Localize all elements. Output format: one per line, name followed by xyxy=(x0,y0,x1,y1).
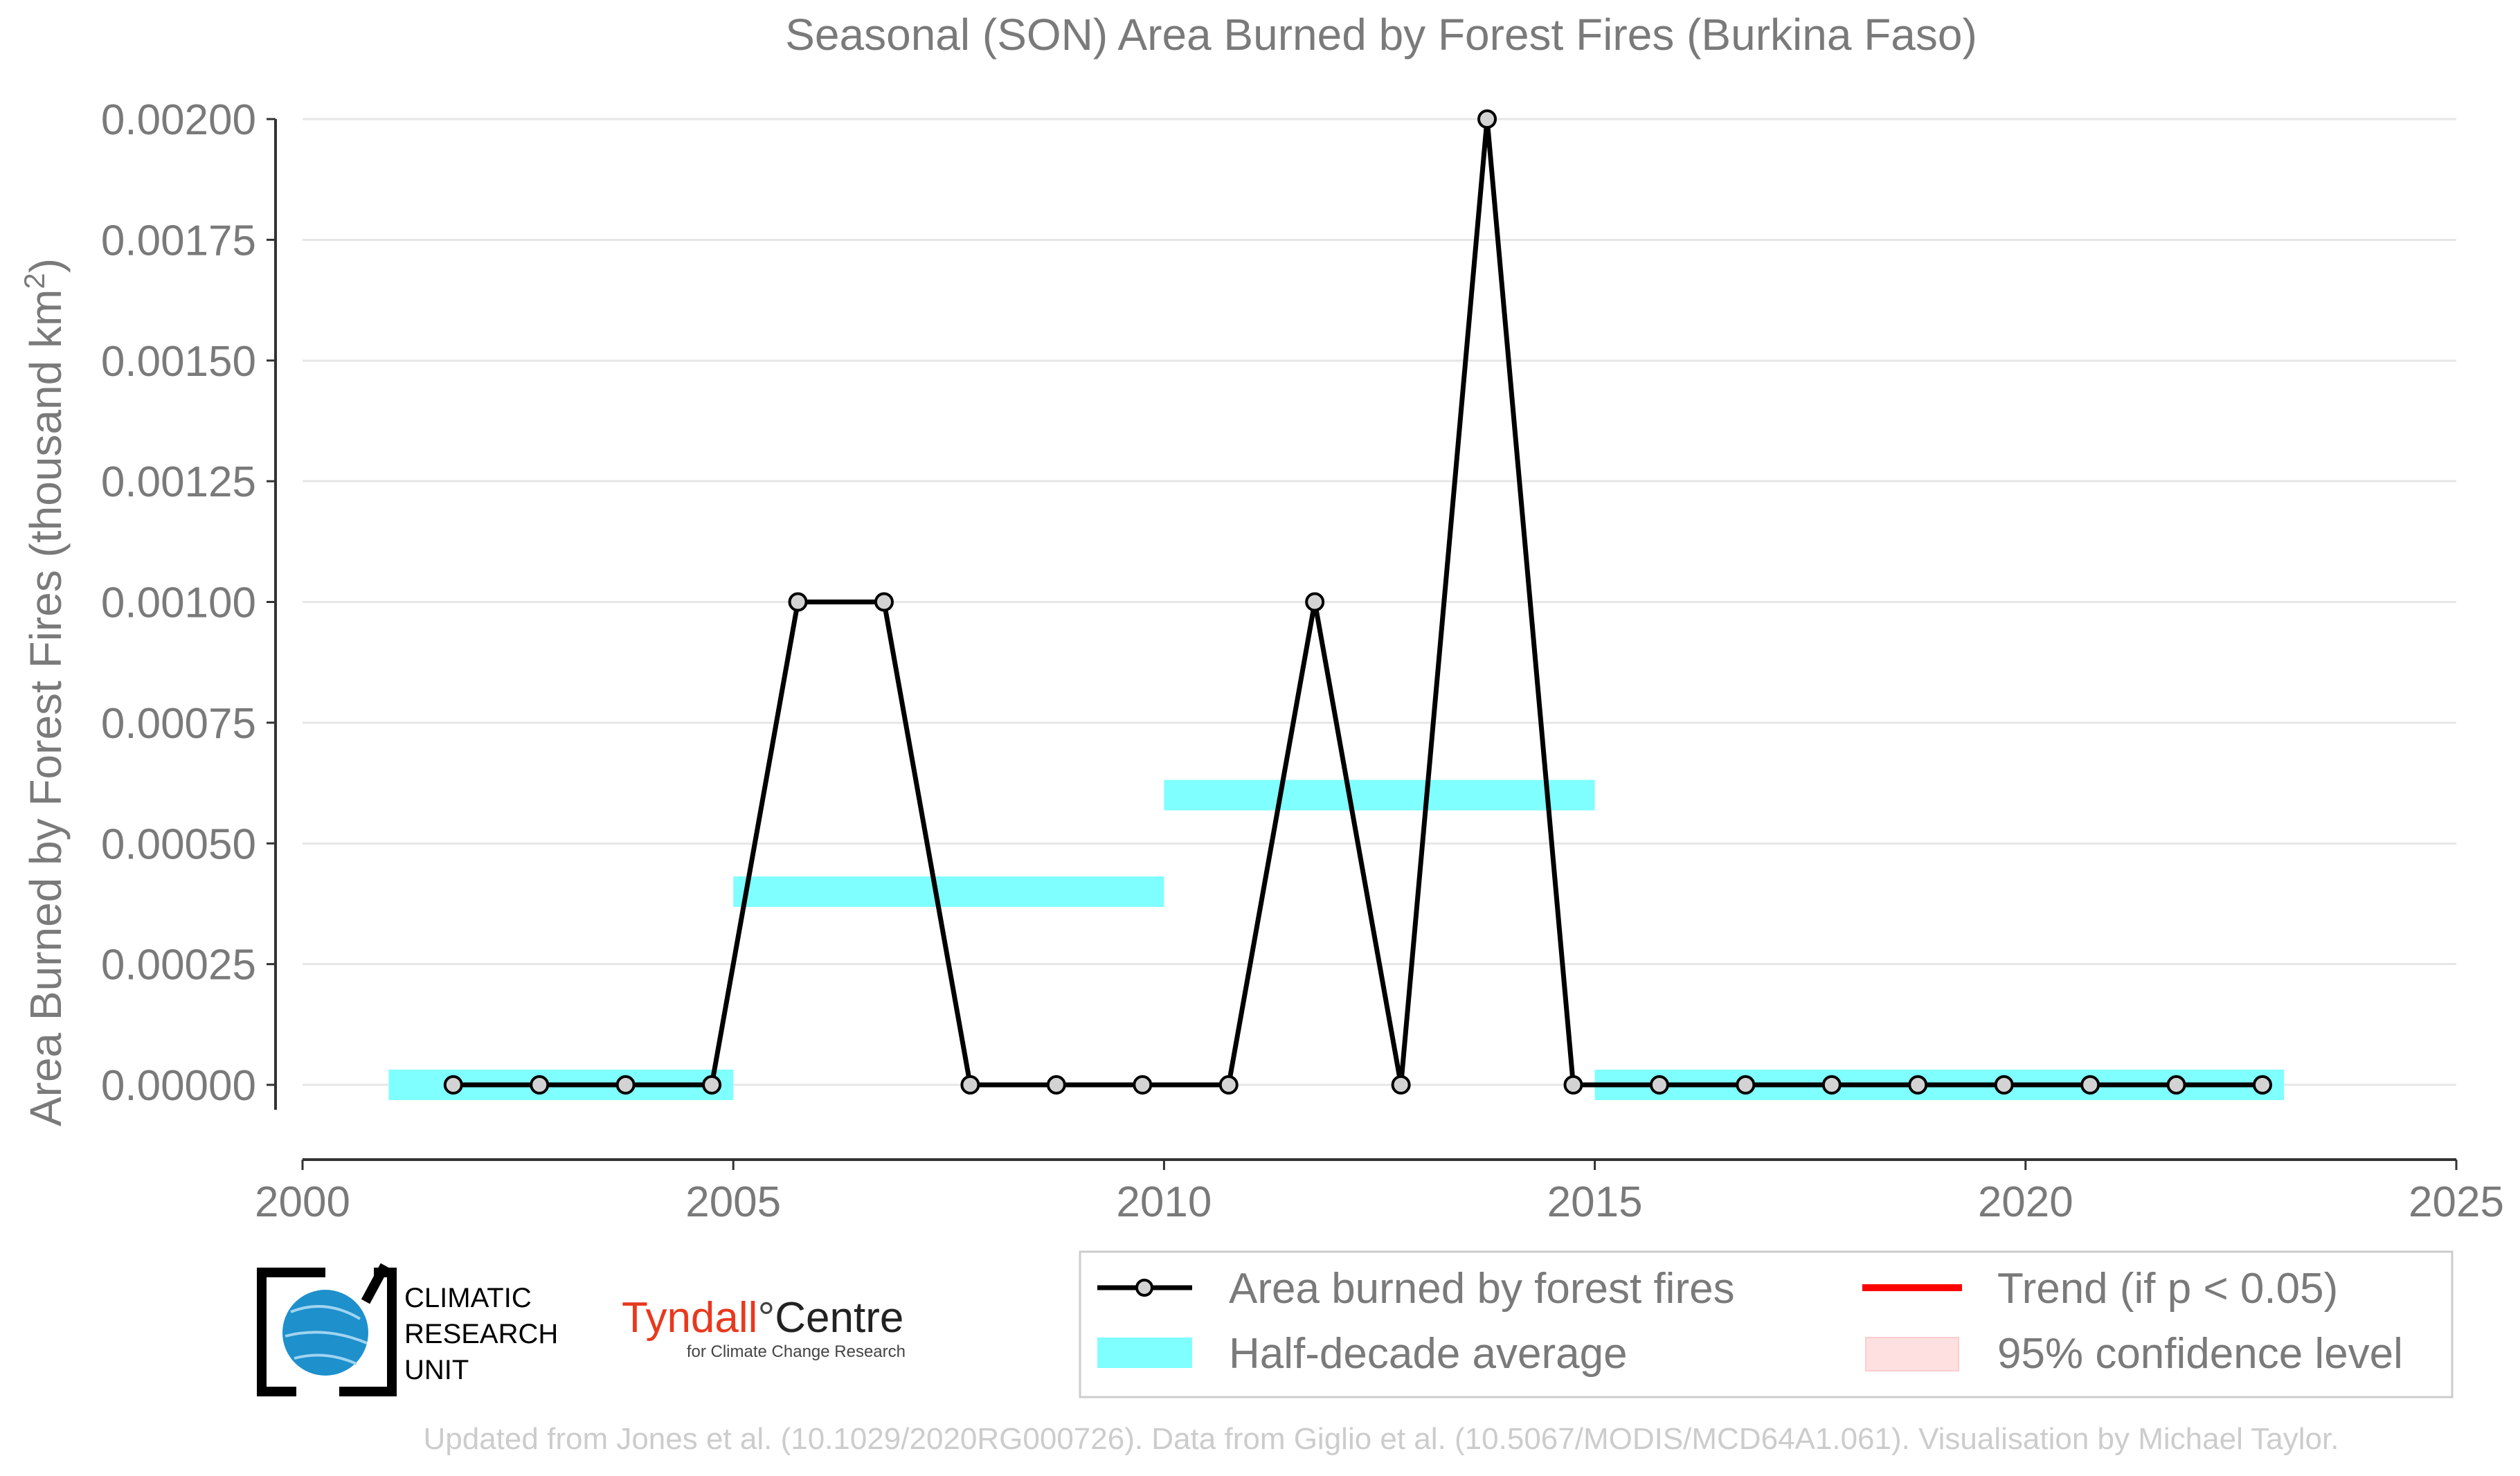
y-axis-label-superscript: 2 xyxy=(18,273,51,289)
tyndall-subtitle: for Climate Change Research xyxy=(687,1342,906,1361)
data-point xyxy=(1563,1075,1583,1095)
x-tick-label: 2015 xyxy=(1547,1178,1643,1226)
cru-logo-slash xyxy=(361,1263,390,1304)
y-tick-label: 0.00100 xyxy=(101,579,256,627)
cru-logo: CLIMATIC RESEARCH UNIT xyxy=(257,1263,558,1396)
y-tick-label: 0.00125 xyxy=(101,458,256,506)
data-point xyxy=(702,1075,722,1095)
tyndall-wordmark: Tyndall°Centre xyxy=(622,1294,903,1342)
x-tick-label: 2025 xyxy=(2409,1178,2504,1226)
y-tick-label: 0.00150 xyxy=(101,338,256,386)
globe-icon-lines xyxy=(285,1305,368,1365)
data-point xyxy=(2253,1075,2273,1095)
legend-swatch-half-decade xyxy=(1097,1338,1192,1368)
footer-credits: Updated from Jones et al. (10.1029/2020R… xyxy=(424,1422,2339,1456)
cru-text-line2: RESEARCH xyxy=(404,1319,558,1349)
tyndall-word: Tyndall xyxy=(622,1294,757,1342)
cru-text-line3: UNIT xyxy=(404,1355,469,1385)
half-decade-band xyxy=(733,876,1164,907)
legend-swatch-area-burned-marker xyxy=(1135,1279,1153,1297)
legend-swatch-confidence xyxy=(1865,1337,1959,1371)
legend-label-confidence: 95% confidence level xyxy=(1997,1330,2403,1378)
legend-label-trend: Trend (if p < 0.05) xyxy=(1997,1265,2338,1313)
y-axis-label-end: ) xyxy=(21,258,71,273)
y-tick-label: 0.00050 xyxy=(101,820,256,868)
y-axis-label: Area Burned by Forest Fires (thousand km… xyxy=(18,258,71,1126)
data-point xyxy=(1994,1075,2014,1095)
y-tick-label: 0.00200 xyxy=(101,96,256,144)
data-point xyxy=(1133,1075,1153,1095)
data-point xyxy=(1046,1075,1066,1095)
data-point xyxy=(1736,1075,1756,1095)
data-point xyxy=(2166,1075,2186,1095)
series xyxy=(443,109,2273,1095)
data-point xyxy=(1477,109,1497,129)
data-point xyxy=(2080,1075,2100,1095)
y-axis-label-main: Area Burned by Forest Fires (thousand km xyxy=(21,289,71,1126)
x-tick-label: 2010 xyxy=(1116,1178,1212,1226)
x-tick-label: 2020 xyxy=(1978,1178,2073,1226)
data-point xyxy=(443,1075,463,1095)
data-point xyxy=(874,592,894,612)
tyndall-centre-word: Centre xyxy=(775,1294,903,1342)
legend-box xyxy=(1079,1250,2454,1398)
cru-logo-bracket-left xyxy=(257,1268,325,1396)
data-point xyxy=(960,1075,980,1095)
y-tick-label: 0.00000 xyxy=(101,1062,256,1110)
data-point xyxy=(1391,1075,1411,1095)
data-point xyxy=(1305,592,1325,612)
chart-title: Seasonal (SON) Area Burned by Forest Fir… xyxy=(785,10,1977,60)
cru-text-line1: CLIMATIC xyxy=(404,1283,532,1313)
area-burned-line xyxy=(453,118,2263,1088)
data-point xyxy=(530,1075,550,1095)
data-point xyxy=(615,1075,636,1095)
data-point xyxy=(1908,1075,1928,1095)
tyndall-degree: ° xyxy=(757,1294,775,1342)
tyndall-logo: Tyndall°Centre for Climate Change Resear… xyxy=(622,1294,906,1361)
x-tick-label: 2000 xyxy=(255,1178,350,1226)
legend: Area burned by forest fires Trend (if p … xyxy=(1079,1250,2454,1398)
axes: 0.00000 0.00025 0.00050 0.00075 0.00100 0.001… xyxy=(101,96,2504,1226)
y-tick-label: 0.00025 xyxy=(101,942,256,989)
data-point xyxy=(1218,1075,1239,1095)
x-tick-label: 2005 xyxy=(685,1178,781,1226)
y-tick-label: 0.00075 xyxy=(101,700,256,748)
legend-label-half-decade: Half-decade average xyxy=(1229,1330,1628,1378)
data-point xyxy=(1649,1075,1669,1095)
legend-label-area-burned: Area burned by forest fires xyxy=(1229,1265,1735,1313)
half-decade-band xyxy=(1164,780,1595,811)
data-point xyxy=(1821,1075,1842,1095)
data-point xyxy=(788,592,808,612)
y-tick-label: 0.00175 xyxy=(101,217,256,264)
